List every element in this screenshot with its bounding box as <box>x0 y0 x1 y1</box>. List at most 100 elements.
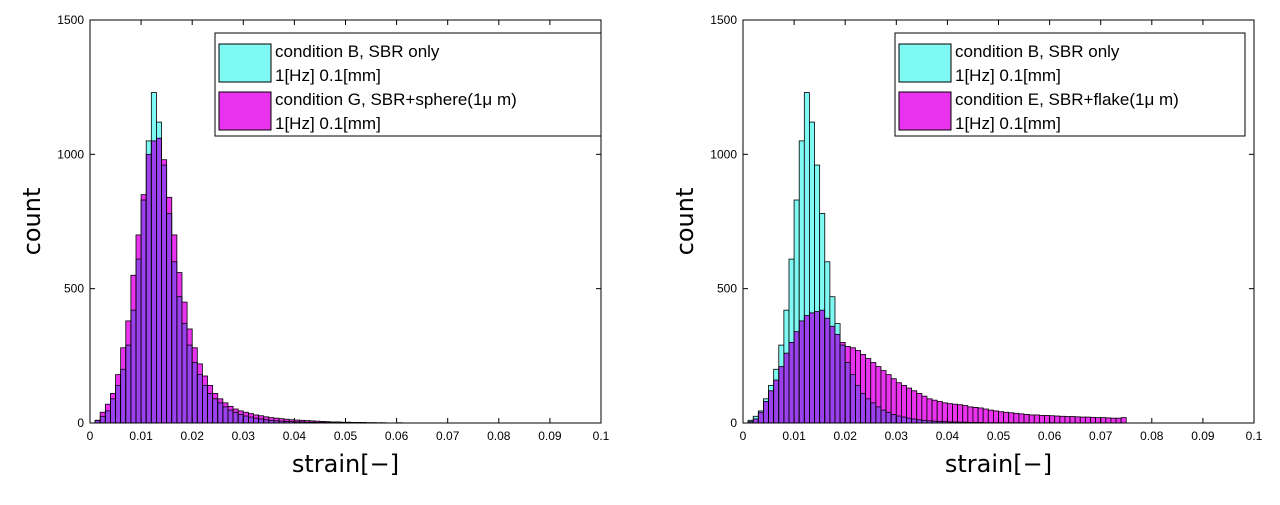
bar-upper <box>891 378 897 415</box>
bar-overlap <box>141 200 147 423</box>
bar-upper <box>763 398 769 402</box>
bar-upper <box>1044 415 1050 423</box>
bar-upper <box>880 370 887 411</box>
bar-overlap <box>166 213 172 423</box>
x-axis-label: strain[−] <box>945 450 1052 478</box>
bar-upper <box>845 346 851 363</box>
bar-overlap <box>146 154 152 424</box>
bar-upper <box>768 385 774 391</box>
legend-label-line2: 1[Hz] 0.1[mm] <box>955 66 1061 85</box>
bar-upper <box>279 418 285 422</box>
legend-box <box>894 32 1246 137</box>
x-tick-label: 0 <box>740 429 747 443</box>
bar-upper <box>1090 417 1096 423</box>
bar-overlap <box>227 410 234 423</box>
bar-overlap <box>268 420 274 423</box>
bar-upper <box>156 122 162 139</box>
y-tick-label: 1000 <box>710 147 737 161</box>
bar-upper <box>824 261 830 319</box>
bar-upper <box>753 416 759 419</box>
x-tick-label: 0.07 <box>1089 429 1113 443</box>
bar-upper <box>967 406 973 423</box>
bar-upper <box>1100 417 1106 423</box>
bar-upper <box>135 234 142 260</box>
bar-overlap <box>120 369 126 423</box>
x-tick-label: 0.07 <box>436 429 460 443</box>
bar-upper <box>799 140 805 321</box>
bar-upper <box>794 200 800 332</box>
bar-overlap <box>222 406 228 423</box>
bar-overlap <box>947 421 953 423</box>
bar-upper <box>840 342 846 346</box>
legend: condition B, SBR only 1[Hz] 0.1[mm] condit… <box>894 32 1246 137</box>
bar-upper <box>983 409 989 423</box>
bar-upper <box>207 385 213 394</box>
bar-upper <box>294 420 300 422</box>
bar-upper <box>243 412 249 417</box>
bar-overlap <box>253 418 259 423</box>
bar-overlap <box>778 366 784 423</box>
x-tick-label: 0.05 <box>987 429 1011 443</box>
bar-upper <box>1121 417 1127 423</box>
x-tick-label: 0.09 <box>1191 429 1215 443</box>
bar-overlap <box>294 421 300 423</box>
bar-upper <box>263 416 269 420</box>
bar-upper <box>335 421 341 423</box>
bar-upper <box>146 140 152 155</box>
bar-upper <box>1034 414 1040 423</box>
bar-overlap <box>865 398 871 423</box>
x-tick-label: 0.03 <box>232 429 256 443</box>
bar-upper <box>778 345 784 367</box>
bar-upper <box>834 323 841 335</box>
bar-overlap <box>187 345 193 423</box>
bar-overlap <box>850 374 856 423</box>
bar-upper <box>814 165 820 312</box>
bar-upper <box>875 366 881 407</box>
bar-upper <box>105 404 111 411</box>
bar-overlap <box>942 421 948 423</box>
y-tick-label: 0 <box>730 416 737 430</box>
bar-upper <box>171 234 177 262</box>
bar-overlap <box>115 385 121 423</box>
bar-upper <box>1049 415 1055 423</box>
bar-upper <box>248 413 254 418</box>
bar-upper <box>309 420 315 423</box>
bar-upper <box>1003 412 1009 423</box>
bar-overlap <box>197 374 203 423</box>
bar-upper <box>325 421 331 423</box>
legend-label-line2: 1[Hz] 0.1[mm] <box>275 114 381 133</box>
bar-overlap <box>768 390 774 423</box>
bar-overlap <box>921 420 927 423</box>
bar-upper <box>850 347 856 375</box>
x-tick-label: 0.05 <box>334 429 358 443</box>
legend-label: condition B, SBR only <box>275 42 440 61</box>
x-tick-label: 0.09 <box>538 429 562 443</box>
bar-upper <box>870 362 876 403</box>
y-tick-label: 500 <box>64 282 84 296</box>
bar-upper <box>222 402 228 407</box>
bar-overlap <box>156 138 162 424</box>
bar-upper <box>1075 416 1081 423</box>
bar-overlap <box>880 410 887 423</box>
bars <box>94 92 403 424</box>
legend-swatch <box>218 43 272 83</box>
bar-upper <box>166 197 172 214</box>
bar-upper <box>804 92 810 316</box>
y-tick-label: 500 <box>717 282 737 296</box>
bar-upper <box>284 419 290 422</box>
bar-upper <box>187 328 193 346</box>
bar-overlap <box>238 414 244 423</box>
bar-upper <box>233 409 239 413</box>
x-tick-label: 0 <box>87 429 94 443</box>
bar-overlap <box>125 345 131 423</box>
bar-overlap <box>824 318 830 423</box>
legend-label: condition E, SBR+flake(1μ m) <box>955 90 1179 109</box>
x-tick-label: 0.02 <box>181 429 205 443</box>
bar-upper <box>115 374 121 386</box>
legend-label: condition G, SBR+sphere(1μ m) <box>275 90 517 109</box>
bar-upper <box>120 347 126 370</box>
bar-upper <box>1105 417 1111 423</box>
legend-swatch <box>898 91 952 131</box>
bar-overlap <box>258 418 264 423</box>
y-tick-label: 1500 <box>57 13 84 27</box>
